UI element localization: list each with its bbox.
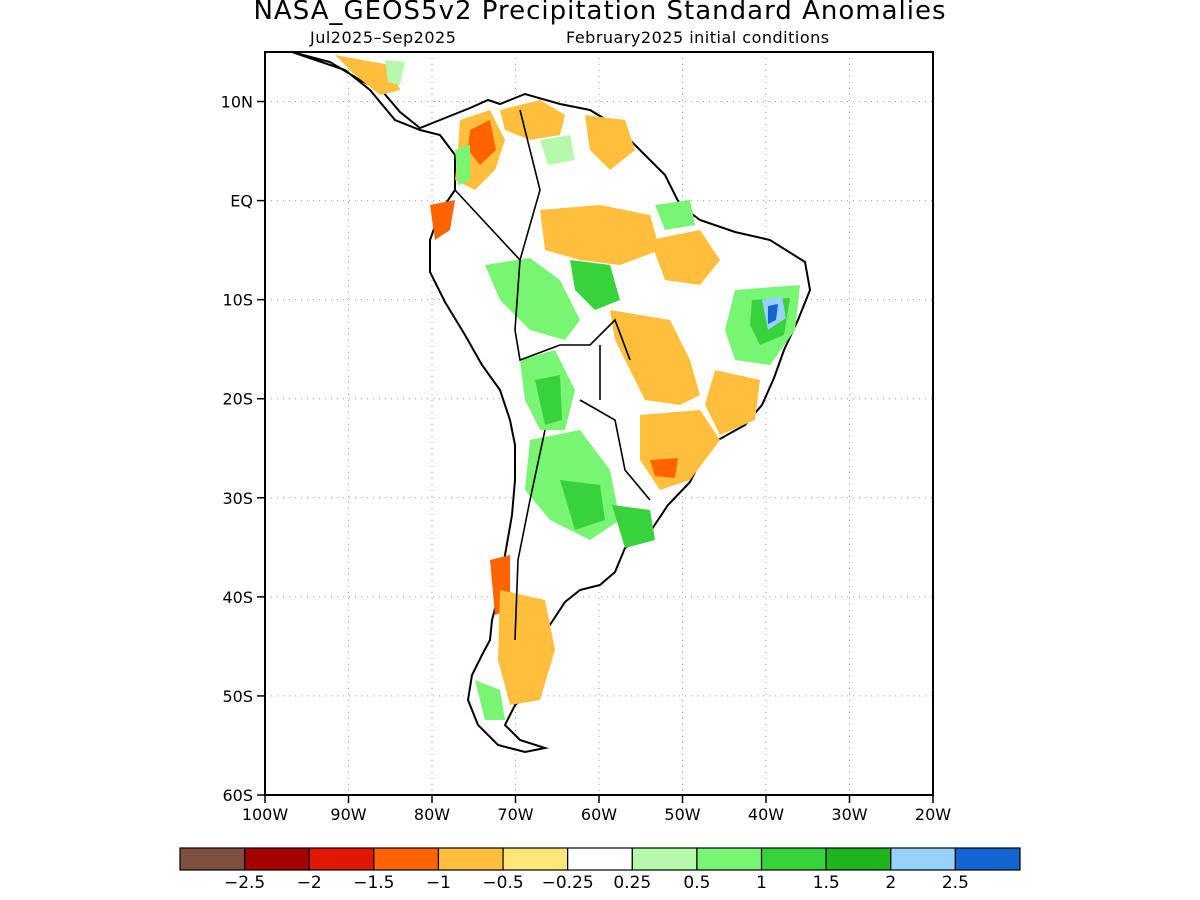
- anomaly-patch-amazon-west: [485, 258, 580, 340]
- initial-conditions: February2025 initial conditions: [566, 28, 830, 47]
- colorbar-label: −2.5: [224, 873, 265, 893]
- anomaly-patch-amazon-north: [540, 205, 660, 265]
- colorbar-swatch: [954, 847, 1021, 871]
- anomaly-patch-argentina-core: [560, 480, 605, 530]
- forecast-period: Jul2025–Sep2025: [310, 28, 457, 47]
- anomaly-patch-colombia-west: [455, 145, 470, 185]
- map-title: NASA_GEOS5v2 Precipitation Standard Anom…: [253, 0, 947, 26]
- colorbar-swatch: [890, 847, 956, 871]
- anomaly-patch-uruguay: [612, 505, 655, 548]
- x-tick-label: 90W: [330, 805, 366, 824]
- colorbar: −2.5 −2 −1.5 −1 −0.5 −0.25 0.25 0.5 1 1.5 2 2.5: [179, 847, 1021, 893]
- colorbar-swatch: [567, 847, 633, 871]
- anomaly-patch-bolivia-core: [535, 375, 562, 425]
- colorbar-swatch: [502, 847, 569, 871]
- anomaly-patch-central-america: [335, 55, 400, 95]
- x-tick-label: 20W: [915, 805, 951, 824]
- anomaly-patch-central-brazil: [610, 310, 700, 405]
- colorbar-label: 0.5: [683, 873, 710, 893]
- colorbar-label: 0.25: [613, 873, 651, 893]
- colorbar-label: −1: [426, 873, 451, 893]
- colorbar-swatch: [373, 847, 440, 871]
- y-tick-label: 40S: [222, 588, 253, 607]
- x-tick-label: 60W: [581, 805, 617, 824]
- colorbar-label: −1.5: [353, 873, 394, 893]
- anomaly-patch-amazon-east: [650, 230, 720, 285]
- anomaly-patch-guianas: [585, 115, 635, 170]
- anomaly-patch-ecuador: [430, 200, 455, 240]
- colorbar-swatch: [760, 847, 827, 871]
- x-tick-label: 70W: [497, 805, 533, 824]
- colorbar-swatch: [308, 847, 375, 871]
- anomaly-field: [291, 52, 812, 754]
- anomaly-patch-se-brazil: [640, 410, 720, 490]
- y-tick-label: 10S: [222, 291, 253, 310]
- y-tick-label: 10N: [221, 93, 253, 112]
- anomaly-patch-central-america-green: [385, 60, 405, 85]
- y-tick-label: EQ: [230, 192, 253, 211]
- colorbar-swatch: [244, 847, 310, 871]
- x-tick-label: 40W: [748, 805, 784, 824]
- colorbar-label: −2: [297, 873, 322, 893]
- colorbar-swatch: [437, 847, 504, 871]
- x-tick-label: 50W: [664, 805, 700, 824]
- anomaly-patch-amazon-central: [570, 260, 620, 310]
- colorbar-swatch: [179, 847, 246, 871]
- colorbar-swatch: [825, 847, 892, 871]
- colorbar-swatch: [696, 847, 763, 871]
- x-tick-label: 30W: [831, 805, 867, 824]
- anomaly-patch-colombia-core: [468, 120, 496, 165]
- colorbar-swatch: [631, 847, 698, 871]
- colorbar-label: 1.5: [813, 873, 840, 893]
- colorbar-label: −0.5: [482, 873, 523, 893]
- colorbar-label: 2: [885, 873, 896, 893]
- y-tick-label: 30S: [222, 489, 253, 508]
- y-tick-label: 20S: [222, 390, 253, 409]
- anomaly-patch-amazon-mouth: [655, 200, 695, 230]
- y-tick-label: 60S: [222, 786, 253, 805]
- y-tick-label: 50S: [222, 687, 253, 706]
- anomaly-patch-east-brazil: [705, 370, 760, 435]
- x-tick-label: 100W: [242, 805, 289, 824]
- colorbar-label: −0.25: [542, 873, 594, 893]
- colorbar-label: 1: [756, 873, 767, 893]
- anomaly-patch-guyana: [540, 135, 575, 165]
- anomaly-patch-patagonia: [498, 590, 555, 705]
- anomaly-patch-patagonia-south: [475, 680, 505, 720]
- x-tick-label: 80W: [414, 805, 450, 824]
- country-borders: [454, 109, 651, 641]
- axis-ticks: 100W 90W 80W 70W 60W 50W 40W 30W 20W 10N EQ 10S 20S 3…: [221, 93, 952, 824]
- colorbar-label: 2.5: [942, 873, 969, 893]
- anomaly-patch-northeast-peak: [768, 304, 778, 324]
- anomaly-patch-venezuela: [500, 100, 565, 140]
- anomaly-patch-se-brazil-core: [650, 458, 678, 478]
